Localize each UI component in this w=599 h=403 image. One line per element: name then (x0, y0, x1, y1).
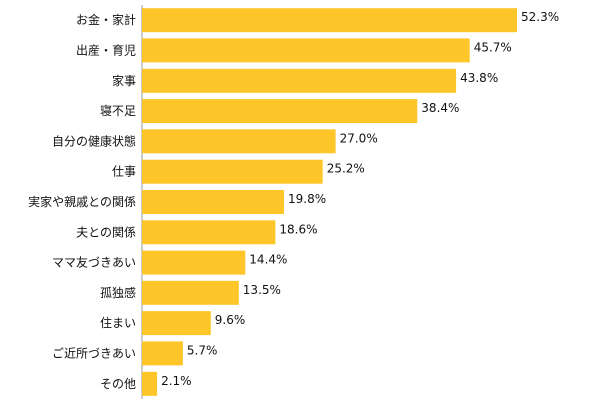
bar (142, 38, 470, 63)
category-label: ご近所づきあい (52, 345, 136, 360)
value-label: 18.6% (279, 222, 317, 236)
value-label: 43.8% (460, 71, 498, 85)
category-label: 家事 (112, 73, 136, 88)
category-label: 出産・育児 (76, 42, 136, 57)
value-label: 2.1% (161, 374, 192, 388)
value-label: 9.6% (215, 313, 246, 327)
bar (142, 341, 183, 366)
category-label: 自分の健康状態 (52, 133, 136, 148)
bar (142, 8, 517, 33)
value-label: 13.5% (243, 283, 281, 297)
category-label: 寝不足 (100, 103, 136, 118)
category-labels-group: お金・家計出産・育児家事寝不足自分の健康状態仕事実家や親戚との関係夫との関係ママ… (28, 12, 136, 391)
bar (142, 99, 418, 124)
bar (142, 311, 211, 336)
category-label: 住まい (100, 316, 136, 330)
value-labels-group: 52.3% 45.7% 43.8% 38.4% 27.0% 25.2% 19.8% 18.6%… (161, 10, 559, 388)
value-label: 14.4% (249, 253, 287, 267)
bar (142, 250, 246, 275)
bar (142, 371, 158, 396)
bar (142, 159, 323, 184)
category-label: 実家や親戚との関係 (28, 194, 136, 209)
value-label: 52.3% (521, 10, 559, 24)
value-label: 19.8% (288, 192, 326, 206)
bar (142, 280, 239, 305)
bar (142, 190, 284, 214)
category-label: ママ友づきあい (52, 256, 136, 270)
value-label: 38.4% (421, 101, 459, 115)
bars-group (142, 8, 517, 396)
value-label: 45.7% (474, 40, 512, 54)
bar (142, 220, 276, 245)
category-label: 夫との関係 (76, 225, 136, 239)
value-label: 5.7% (187, 343, 218, 357)
category-label: 孤独感 (100, 285, 136, 300)
bar (142, 68, 457, 93)
category-label: お金・家計 (76, 12, 136, 27)
category-label: 仕事 (112, 165, 136, 179)
value-label: 27.0% (340, 131, 378, 145)
category-label: その他 (100, 377, 136, 391)
bar (142, 129, 336, 154)
value-label: 25.2% (327, 162, 365, 176)
